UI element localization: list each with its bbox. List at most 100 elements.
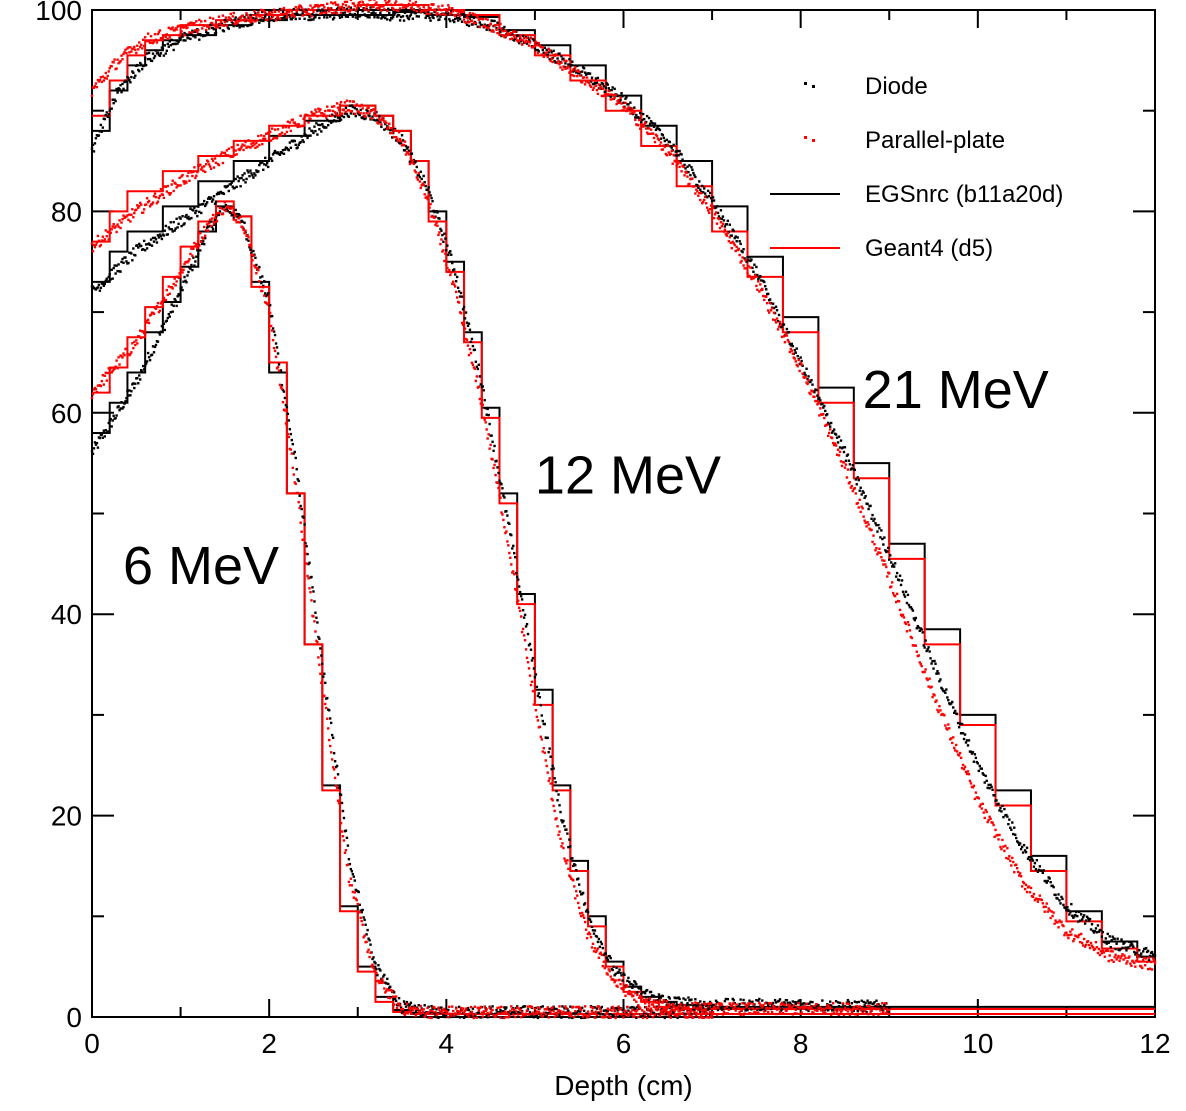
parallel-plate-point bbox=[655, 134, 659, 138]
parallel-plate-point bbox=[751, 1007, 754, 1010]
parallel-plate-point bbox=[209, 167, 213, 170]
diode-point bbox=[822, 406, 825, 409]
parallel-plate-point bbox=[717, 217, 721, 221]
parallel-plate-point bbox=[338, 6, 342, 9]
diode-point bbox=[561, 1005, 564, 1008]
parallel-plate-point bbox=[300, 6, 303, 9]
diode-point bbox=[607, 87, 610, 90]
parallel-plate-point bbox=[427, 1011, 430, 1014]
diode-point bbox=[408, 15, 412, 18]
parallel-plate-point bbox=[718, 226, 722, 230]
diode-point bbox=[583, 902, 587, 905]
parallel-plate-point bbox=[555, 1014, 558, 1017]
parallel-plate-point bbox=[1005, 856, 1008, 860]
diode-point bbox=[488, 28, 491, 32]
parallel-plate-point bbox=[219, 153, 223, 156]
parallel-plate-point bbox=[361, 923, 364, 926]
parallel-plate-point bbox=[290, 452, 294, 455]
parallel-plate-point bbox=[768, 1006, 772, 1010]
parallel-plate-point bbox=[614, 93, 617, 97]
diode-point bbox=[344, 106, 348, 110]
diode-point bbox=[566, 832, 569, 835]
parallel-plate-point bbox=[550, 797, 553, 801]
diode-point bbox=[337, 14, 341, 17]
diode-point bbox=[401, 1010, 405, 1014]
parallel-plate-point bbox=[651, 1016, 655, 1019]
parallel-plate-point bbox=[277, 369, 281, 372]
parallel-plate-point bbox=[823, 1008, 826, 1011]
diode-point bbox=[160, 237, 164, 241]
diode-point bbox=[483, 23, 486, 26]
parallel-plate-point bbox=[434, 223, 437, 227]
parallel-plate-point bbox=[516, 1006, 519, 1009]
parallel-plate-point bbox=[397, 1002, 401, 1005]
parallel-plate-point bbox=[647, 127, 651, 130]
diode-point bbox=[635, 1016, 638, 1019]
parallel-plate-point bbox=[591, 1006, 595, 1010]
parallel-plate-point bbox=[938, 705, 941, 708]
diode-point bbox=[229, 211, 232, 215]
diode-point bbox=[960, 722, 964, 726]
parallel-plate-point bbox=[223, 151, 227, 155]
parallel-plate-point bbox=[566, 66, 569, 70]
parallel-plate-point bbox=[207, 222, 211, 225]
diode-point bbox=[879, 536, 882, 539]
parallel-plate-point bbox=[340, 112, 344, 115]
diode-point bbox=[730, 234, 733, 237]
diode-point bbox=[402, 19, 406, 22]
parallel-plate-point bbox=[706, 209, 710, 212]
parallel-plate-point bbox=[204, 28, 208, 32]
parallel-plate-point bbox=[128, 213, 131, 216]
diode-point bbox=[641, 112, 645, 116]
parallel-plate-point bbox=[522, 634, 526, 637]
parallel-plate-point bbox=[248, 16, 251, 19]
diode-point bbox=[350, 104, 354, 107]
diode-point bbox=[593, 82, 597, 85]
diode-point bbox=[203, 236, 207, 240]
parallel-plate-point bbox=[663, 1010, 667, 1013]
parallel-plate-point bbox=[826, 423, 829, 426]
diode-point bbox=[539, 1005, 543, 1009]
diode-point bbox=[454, 280, 458, 283]
diode-point bbox=[163, 229, 167, 232]
diode-point bbox=[1114, 947, 1117, 951]
geant4-histogram-6-mev bbox=[92, 200, 1155, 1015]
diode-point bbox=[687, 996, 690, 999]
parallel-plate-point bbox=[453, 285, 457, 288]
diode-point bbox=[620, 1015, 623, 1018]
diode-point bbox=[1056, 897, 1059, 900]
parallel-plate-point bbox=[347, 880, 351, 884]
parallel-plate-point bbox=[335, 102, 339, 105]
diode-point bbox=[91, 143, 95, 147]
parallel-plate-point bbox=[190, 21, 193, 24]
diode-point bbox=[392, 13, 396, 16]
diode-point bbox=[303, 17, 306, 21]
parallel-plate-point bbox=[256, 267, 259, 270]
diode-point bbox=[233, 186, 236, 190]
diode-point bbox=[312, 590, 315, 593]
parallel-plate-point bbox=[240, 145, 243, 148]
parallel-plate-point bbox=[902, 616, 906, 619]
parallel-plate-point bbox=[742, 264, 745, 267]
diode-point bbox=[1086, 917, 1090, 920]
parallel-plate-point bbox=[513, 35, 516, 38]
diode-point bbox=[689, 173, 692, 177]
parallel-plate-point bbox=[428, 12, 431, 16]
diode-point bbox=[131, 259, 134, 262]
parallel-plate-point bbox=[113, 367, 116, 370]
diode-point bbox=[289, 432, 293, 436]
parallel-plate-point bbox=[135, 51, 138, 55]
diode-point bbox=[106, 115, 109, 119]
parallel-plate-point bbox=[454, 290, 458, 294]
parallel-plate-point bbox=[273, 10, 277, 14]
parallel-plate-point bbox=[609, 975, 612, 978]
parallel-plate-point bbox=[891, 591, 895, 595]
parallel-plate-point bbox=[319, 12, 322, 15]
diode-point bbox=[782, 323, 786, 326]
diode-point bbox=[245, 177, 248, 181]
diode-point bbox=[420, 177, 423, 181]
parallel-plate-point bbox=[768, 301, 772, 305]
parallel-plate-point bbox=[419, 1004, 422, 1008]
parallel-plate-point bbox=[488, 1006, 491, 1009]
diode-point bbox=[119, 270, 122, 273]
